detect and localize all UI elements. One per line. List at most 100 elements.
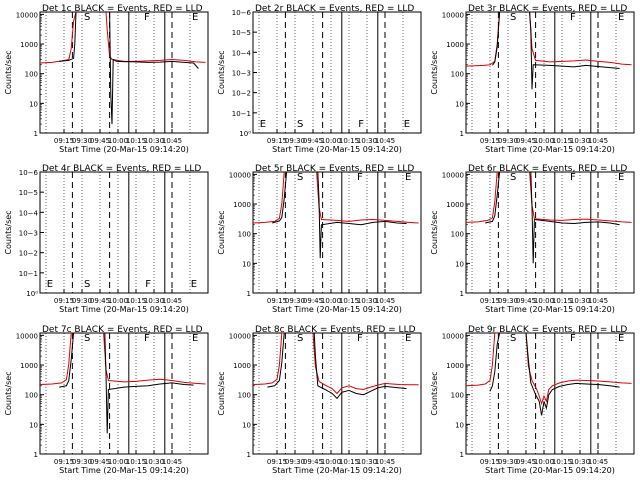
x-tick-label: 10:15 [126, 297, 146, 305]
panel-det-1: Det 1c BLACK = Events, RED = LLD09:1509:… [4, 4, 209, 154]
x-tick-label: 10:15 [126, 458, 146, 466]
phase-marker: E [618, 12, 624, 23]
y-axis-label: Counts/sec [430, 210, 439, 254]
y-tick-label: 1000 [233, 362, 251, 370]
panel-title: Det 5r BLACK = Events, RED = LLD [255, 164, 414, 174]
panel-det-7: Det 7c BLACK = Events, RED = LLD09:1509:… [4, 325, 209, 475]
x-tick-label: 09:15 [54, 458, 74, 466]
x-tick-label: 10:00 [108, 137, 128, 145]
panel-det-3: Det 3r BLACK = Events, RED = LLD09:1509:… [430, 4, 635, 154]
x-tick-label: 10:45 [162, 458, 182, 466]
phase-marker: E [192, 333, 198, 344]
series-events-line [489, 333, 620, 416]
series-lld-line [40, 12, 206, 64]
series-lld-line [466, 12, 632, 67]
plot-frame [252, 171, 422, 294]
phase-marker: E [47, 279, 53, 290]
plot-frame [465, 11, 635, 134]
x-tick-label: 09:45 [516, 458, 536, 466]
panel-title: Det 8c BLACK = Events, RED = LLD [255, 325, 416, 335]
phase-marker: S [297, 172, 303, 183]
phase-marker: S [84, 279, 90, 290]
phase-marker: F [570, 333, 576, 344]
x-tick-label: 09:15 [267, 137, 287, 145]
y-tick-label: 100 [451, 71, 464, 79]
y-axis-label: Counts/sec [217, 50, 226, 94]
y-tick-label: 10 [455, 421, 464, 429]
x-tick-label: 10:45 [375, 297, 395, 305]
y-tick-label: 1000 [446, 362, 464, 370]
x-tick-label: 09:45 [516, 297, 536, 305]
y-tick-label: 10000 [16, 11, 38, 19]
x-tick-label: 10:30 [570, 297, 590, 305]
panel-title: Det 6r BLACK = Events, RED = LLD [468, 164, 627, 174]
y-tick-label: 1000 [446, 41, 464, 49]
x-tick-label: 09:45 [303, 458, 323, 466]
x-axis-label: Start Time (20-Mar-15 09:14:20) [485, 466, 615, 475]
x-tick-label: 09:15 [480, 297, 500, 305]
x-axis-label: Start Time (20-Mar-15 09:14:20) [59, 466, 189, 475]
phase-marker: S [510, 172, 516, 183]
y-tick-label: 10−6 [19, 169, 39, 177]
x-tick-label: 10:00 [534, 458, 554, 466]
plot-frame [465, 171, 635, 294]
x-tick-label: 09:45 [303, 297, 323, 305]
y-tick-label: 1 [460, 290, 464, 298]
series-lld-line [40, 333, 206, 385]
x-tick-label: 09:15 [267, 458, 287, 466]
x-tick-label: 09:15 [54, 137, 74, 145]
phase-marker: F [144, 333, 150, 344]
panel-det-2: Det 2r BLACK = Events, RED = LLD09:1509:… [217, 4, 422, 154]
phase-marker: S [297, 119, 303, 130]
x-tick-label: 10:45 [588, 297, 608, 305]
y-tick-label: 1000 [20, 362, 38, 370]
y-tick-label: 1000 [20, 41, 38, 49]
phase-marker: E [260, 119, 266, 130]
y-tick-label: 1 [34, 130, 38, 138]
x-tick-label: 10:30 [144, 137, 164, 145]
x-tick-label: 09:45 [90, 458, 110, 466]
x-tick-label: 09:30 [72, 137, 92, 145]
phase-marker: E [405, 172, 411, 183]
series-events-line [491, 12, 620, 90]
y-tick-label: 10−4 [19, 209, 39, 217]
x-tick-label: 10:30 [357, 137, 377, 145]
plot-frame [252, 332, 422, 455]
y-tick-label: 1 [34, 451, 38, 459]
x-tick-label: 10:00 [321, 297, 341, 305]
series-events-line [59, 333, 194, 434]
phase-marker: S [297, 333, 303, 344]
phase-marker: F [357, 172, 363, 183]
y-tick-label: 10−5 [19, 189, 38, 197]
x-axis-label: Start Time (20-Mar-15 09:14:20) [272, 145, 402, 154]
y-tick-label: 10000 [229, 171, 251, 179]
x-tick-label: 10:30 [570, 458, 590, 466]
x-axis-label: Start Time (20-Mar-15 09:14:20) [59, 145, 189, 154]
x-tick-label: 10:00 [108, 458, 128, 466]
x-tick-label: 10:30 [570, 137, 590, 145]
panel-title: Det 3r BLACK = Events, RED = LLD [468, 4, 627, 14]
y-tick-label: 10000 [16, 332, 38, 340]
phase-marker: E [192, 12, 198, 23]
x-tick-label: 10:15 [339, 137, 359, 145]
phase-marker: E [618, 333, 624, 344]
x-tick-label: 10:00 [321, 458, 341, 466]
x-tick-label: 10:15 [552, 458, 572, 466]
x-tick-label: 10:45 [162, 297, 182, 305]
x-tick-label: 09:30 [498, 137, 518, 145]
plot-frame [39, 332, 209, 455]
y-tick-label: 10 [29, 421, 38, 429]
phase-marker: E [404, 119, 410, 130]
y-axis-label: Counts/sec [4, 210, 13, 254]
x-tick-label: 10:00 [108, 297, 128, 305]
y-tick-label: 10−2 [232, 90, 251, 98]
y-tick-label: 10000 [442, 171, 464, 179]
y-tick-label: 1000 [446, 201, 464, 209]
x-axis-label: Start Time (20-Mar-15 09:14:20) [485, 145, 615, 154]
x-tick-label: 09:30 [498, 297, 518, 305]
series-events-line [267, 333, 407, 400]
panel-det-6: Det 6r BLACK = Events, RED = LLD09:1509:… [430, 164, 635, 314]
y-tick-label: 10−5 [232, 29, 251, 37]
x-tick-label: 10:45 [588, 137, 608, 145]
plot-frame [39, 171, 209, 294]
